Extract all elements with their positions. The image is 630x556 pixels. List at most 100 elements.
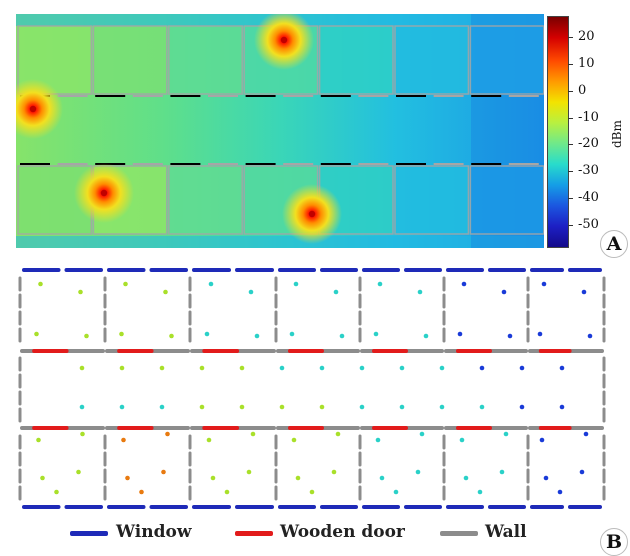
measurement-point [119,365,125,371]
measurement-point [206,437,212,443]
measurement-point [248,289,254,295]
measurement-point [519,365,525,371]
measurement-point [80,431,85,437]
measurement-point [499,469,505,475]
measurement-point [359,404,365,410]
plan-windows [22,268,602,509]
measurement-point [415,469,421,475]
measurement-point [159,365,165,371]
measurement-point [559,365,565,371]
measurement-point [519,404,525,410]
heat-room-top [168,25,243,95]
measurement-point [79,404,85,410]
measurement-point [76,469,81,475]
measurement-point [399,365,405,371]
measurement-point [463,475,469,481]
measurement-point [319,365,325,371]
wooden-door-legend-label: Wooden door [280,522,405,542]
measurement-point [539,437,545,443]
colorbar-tick [568,224,573,226]
measurement-point [84,333,89,339]
measurement-point [477,489,483,495]
measurement-point [204,331,210,337]
measurement-point [459,437,465,443]
measurement-point [333,289,339,295]
measurement-point [119,404,125,410]
window-legend-label: Window [116,522,192,542]
measurement-point [295,475,301,481]
measurement-point [254,333,260,339]
signal-source-halo [16,79,63,139]
measurement-point [125,475,130,481]
signal-heatmap [16,14,544,248]
measurement-point [503,431,509,437]
plan-doors [32,349,572,430]
panel-a-letter: A [600,230,628,258]
measurement-point [239,404,245,410]
measurement-point [199,404,205,410]
colorbar-tick-label: -50 [578,216,599,232]
window-legend-swatch [70,531,108,536]
measurement-point [417,289,423,295]
measurement-point [457,331,463,337]
measurement-point [165,431,170,437]
measurement-point [79,365,85,371]
heat-room-bottom [168,165,243,235]
measurement-point [199,365,205,371]
measurement-point [335,431,341,437]
measurement-point [224,489,230,495]
measurement-point [579,469,585,475]
colorbar-tick [568,90,573,92]
measurement-point [54,489,59,495]
measurement-point [250,431,256,437]
signal-source-point [29,105,37,113]
colorbar-tick [568,171,573,173]
measurement-point [279,404,285,410]
heat-room-top [318,25,394,95]
measurement-point [34,331,39,337]
measurement-point [507,333,513,339]
measurement-point [423,333,429,339]
measurement-point [393,489,399,495]
colorbar-tick-label: -30 [578,163,599,179]
measurement-point [331,469,337,475]
colorbar-tick-label: -40 [578,189,599,205]
measurement-point [289,331,295,337]
measurement-point [399,404,405,410]
measurement-point [169,333,174,339]
measurement-point [557,489,563,495]
colorbar-tick [568,64,573,66]
material-legend: Window Wooden door Wall [70,520,550,544]
measurement-point [373,331,379,337]
signal-source-point [308,210,316,218]
measurement-point [439,365,445,371]
panel-b-letter: B [600,528,628,556]
heat-room-top [92,25,168,95]
measurement-point [583,431,589,437]
measurement-point [119,331,124,337]
measurement-point [40,475,45,481]
measurement-point [139,489,144,495]
measurement-point [559,404,565,410]
signal-source-point [280,36,288,44]
signal-sources [16,14,342,244]
measurement-point [581,289,587,295]
measurement-point [121,437,126,443]
colorbar-tick [568,197,573,199]
measurement-point [419,431,425,437]
measurement-point [78,289,83,295]
measurement-point [501,289,507,295]
measurement-point [479,404,485,410]
measurement-point [541,281,547,287]
measurement-point [543,475,549,481]
corridor-dividers [20,95,539,165]
wall-legend-swatch [440,531,478,536]
measurement-point [239,365,245,371]
heat-room-bottom [394,165,470,235]
wooden-door-legend-swatch [235,531,273,536]
measurement-point [319,404,325,410]
colorbar-gradient [547,16,569,248]
measurement-point [36,437,41,443]
colorbar-tick-label: 10 [578,56,595,72]
measurement-point [208,281,214,287]
